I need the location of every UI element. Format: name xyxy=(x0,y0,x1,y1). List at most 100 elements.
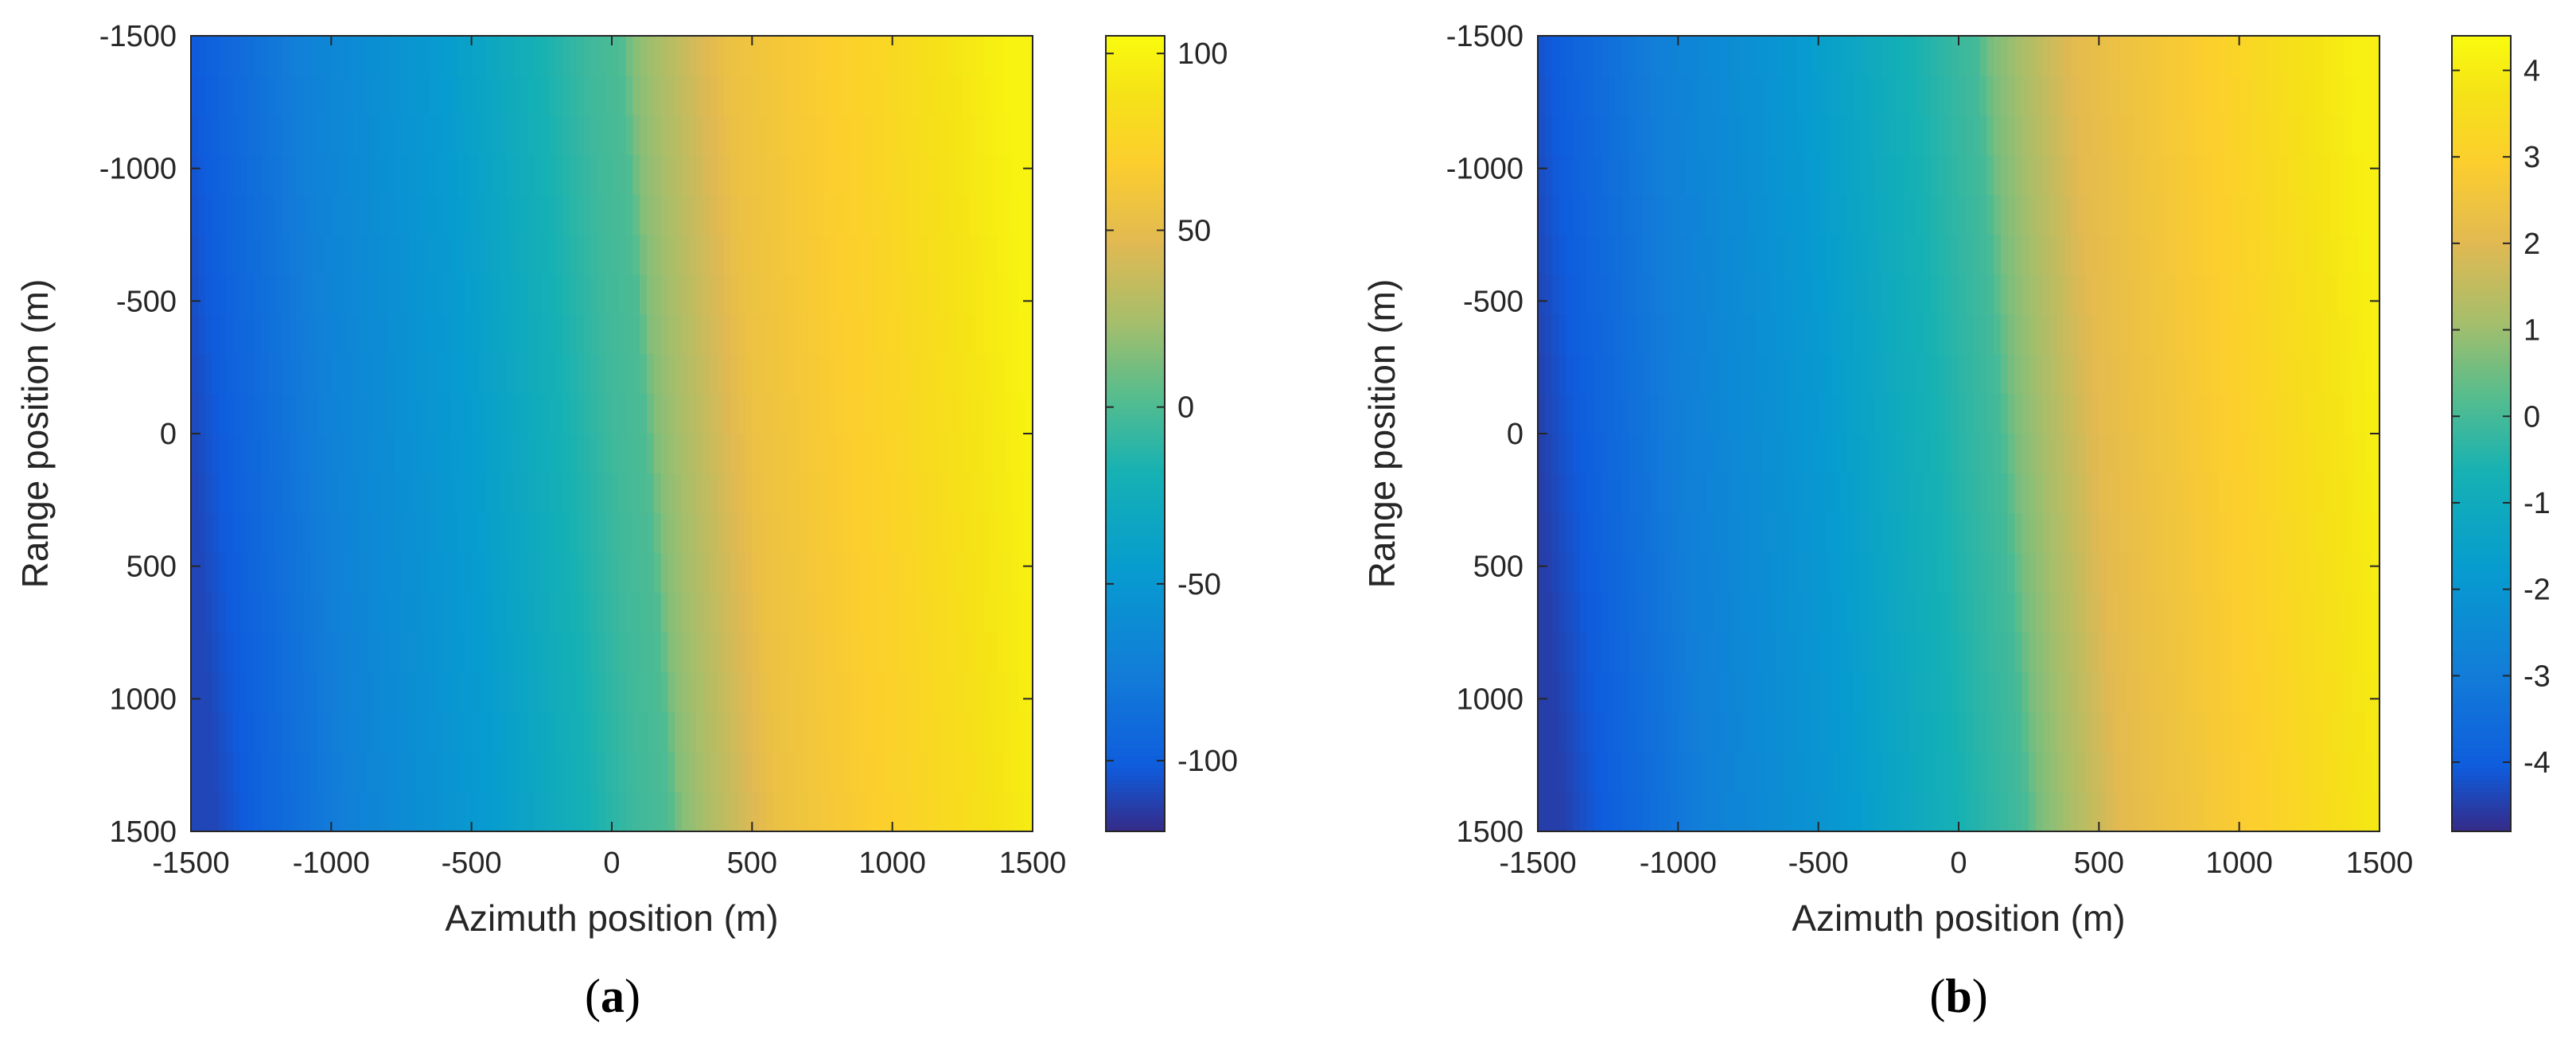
heatmap-cell xyxy=(296,195,304,235)
heatmap-cell xyxy=(394,434,403,474)
heatmap-cell xyxy=(2014,314,2022,355)
heatmap-cell xyxy=(1579,394,1588,434)
heatmap-cell xyxy=(2358,434,2366,474)
heatmap-cell xyxy=(464,235,473,275)
heatmap-cell xyxy=(1994,434,2002,474)
heatmap-cell xyxy=(772,235,781,275)
heatmap-cell xyxy=(1720,672,1728,713)
heatmap-cell xyxy=(1678,434,1686,474)
colorbar-segment xyxy=(1106,418,1165,422)
heatmap-cell xyxy=(1025,314,1033,355)
heatmap-cell xyxy=(2057,36,2064,76)
heatmap-cell xyxy=(1937,115,1945,156)
heatmap-cell xyxy=(1601,473,1609,514)
heatmap-cell xyxy=(780,752,788,792)
heatmap-cell xyxy=(745,434,753,474)
heatmap-cell xyxy=(1551,792,1560,832)
heatmap-cell xyxy=(2064,274,2072,315)
heatmap-cell xyxy=(2064,76,2072,116)
heatmap-cell xyxy=(1853,394,1862,434)
heatmap-cell xyxy=(1678,155,1686,196)
heatmap-cell xyxy=(1699,712,1707,753)
heatmap-cell xyxy=(548,76,557,116)
heatmap-cell xyxy=(338,792,346,832)
heatmap-cell xyxy=(717,434,725,474)
heatmap-cell xyxy=(969,752,978,792)
heatmap-cell xyxy=(990,155,998,196)
heatmap-cell xyxy=(850,394,858,434)
heatmap-cell xyxy=(1769,155,1777,196)
colorbar-segment xyxy=(1106,290,1165,295)
heatmap-cell xyxy=(2183,632,2191,673)
heatmap-cell xyxy=(829,36,837,76)
heatmap-cell xyxy=(1804,155,1812,196)
heatmap-cell xyxy=(2057,513,2064,554)
heatmap-cell xyxy=(1832,632,1840,673)
heatmap-cell xyxy=(1776,593,1784,633)
heatmap-cell xyxy=(1699,513,1707,554)
heatmap-cell xyxy=(1678,314,1686,355)
heatmap-cell xyxy=(955,235,963,275)
heatmap-cell xyxy=(366,553,374,593)
heatmap-cell xyxy=(1650,434,1658,474)
heatmap-cell xyxy=(239,752,248,792)
heatmap-cell xyxy=(478,155,486,196)
heatmap-cell xyxy=(752,792,760,832)
heatmap-cell xyxy=(829,314,837,355)
heatmap-cell xyxy=(612,36,620,76)
heatmap-cell xyxy=(1846,36,1854,76)
heatmap-cell xyxy=(1748,76,1756,116)
heatmap-cell xyxy=(920,712,928,753)
heatmap-cell xyxy=(239,434,248,474)
heatmap-cell xyxy=(717,235,725,275)
heatmap-cell xyxy=(1902,553,1910,593)
heatmap-cell xyxy=(2246,394,2254,434)
heatmap-cell xyxy=(695,394,704,434)
heatmap-cell xyxy=(976,155,984,196)
heatmap-cell xyxy=(1691,553,1700,593)
heatmap-cell xyxy=(765,394,774,434)
heatmap-cell xyxy=(1558,473,1566,514)
heatmap-cell xyxy=(695,354,704,395)
heatmap-cell xyxy=(1538,155,1546,196)
heatmap-cell xyxy=(296,473,304,514)
heatmap-cell xyxy=(548,235,557,275)
heatmap-cell xyxy=(647,672,655,713)
heatmap-cell xyxy=(1783,195,1791,235)
heatmap-cell xyxy=(1951,434,1959,474)
heatmap-cell xyxy=(850,36,858,76)
heatmap-cell xyxy=(969,76,978,116)
heatmap-cell xyxy=(822,632,830,673)
heatmap-cell xyxy=(745,553,753,593)
heatmap-cell xyxy=(1558,672,1566,713)
heatmap-cell xyxy=(1783,354,1791,395)
heatmap-cell xyxy=(1650,473,1658,514)
heatmap-cell xyxy=(2239,394,2247,434)
heatmap-cell xyxy=(309,274,318,315)
heatmap-cell xyxy=(254,354,262,395)
heatmap-cell xyxy=(1748,434,1756,474)
heatmap-cell xyxy=(471,314,480,355)
heatmap-cell xyxy=(1011,752,1019,792)
heatmap-cell xyxy=(1762,632,1770,673)
heatmap-cell xyxy=(1538,752,1546,792)
heatmap-cell xyxy=(2092,473,2099,514)
heatmap-cell xyxy=(2134,314,2142,355)
heatmap-cell xyxy=(2021,593,2029,633)
heatmap-cell xyxy=(1544,314,1553,355)
heatmap-cell xyxy=(387,473,395,514)
heatmap-cell xyxy=(226,195,234,235)
heatmap-cell xyxy=(1713,792,1721,832)
heatmap-cell xyxy=(1678,712,1686,753)
heatmap-cell xyxy=(1025,553,1033,593)
heatmap-cell xyxy=(2064,513,2072,554)
heatmap-cell xyxy=(380,235,388,275)
heatmap-cell xyxy=(2253,712,2261,753)
heatmap-cell xyxy=(366,354,374,395)
heatmap-cell xyxy=(2246,354,2254,395)
heatmap-cell xyxy=(1776,752,1784,792)
heatmap-cell xyxy=(2260,434,2268,474)
heatmap-cell xyxy=(717,274,725,315)
heatmap-cell xyxy=(499,792,508,832)
heatmap-cell xyxy=(527,155,535,196)
